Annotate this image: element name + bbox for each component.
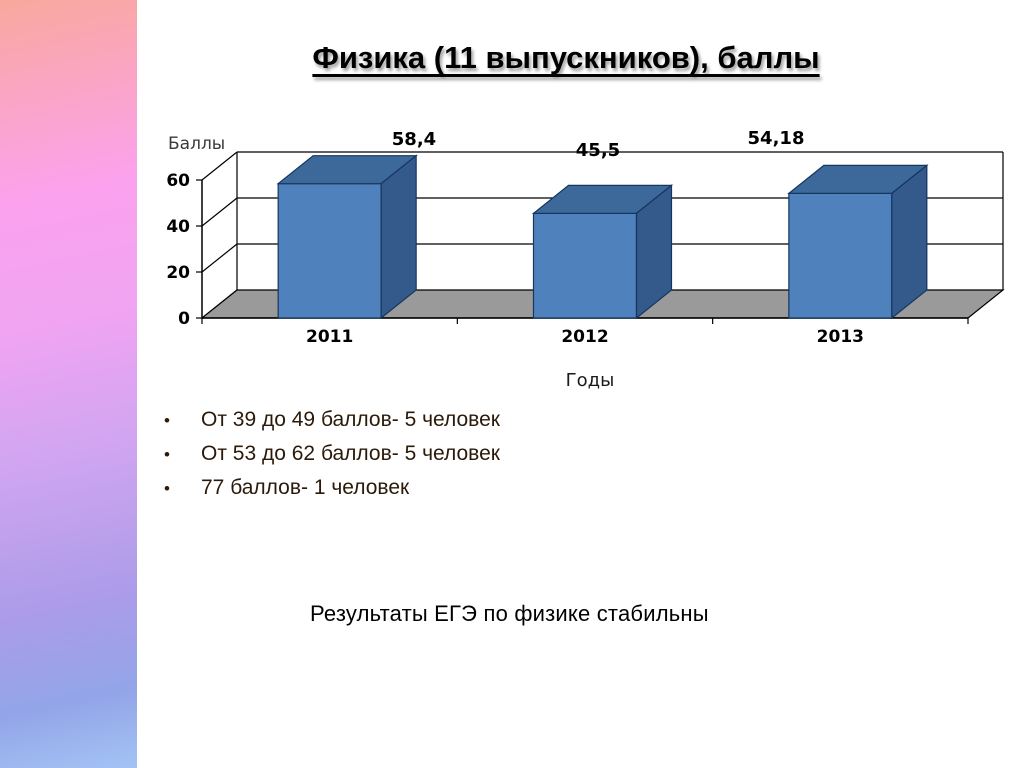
data-label: 58,4 — [392, 129, 436, 150]
bullet-marker-icon: • — [164, 411, 170, 430]
3d-bar-chart: 0 20 40 60 2011 58,4 2012 45,5 2013 54,18 Баллы Год… — [166, 128, 1005, 391]
bar-side-2012 — [635, 184, 673, 320]
bar-side-2011 — [380, 154, 417, 320]
y-tick-label: 60 — [166, 171, 190, 191]
y-tick-label: 40 — [166, 217, 190, 237]
conclusion-text: Результаты ЕГЭ по физике стабильны — [310, 601, 709, 626]
bar-front-2013 — [788, 192, 893, 319]
bullet-text: От 53 до 62 баллов- 5 человек — [201, 442, 500, 465]
x-axis-title: Годы — [566, 370, 615, 391]
bullet-item: • 77 баллов- 1 человек — [160, 471, 500, 505]
bullet-marker-icon: • — [164, 479, 170, 498]
left-wall-gridline — [201, 197, 238, 227]
category-label: 2011 — [306, 327, 353, 347]
y-tick-label: 20 — [166, 263, 190, 283]
y-axis-title: Баллы — [168, 134, 225, 154]
left-wall-gridline — [201, 243, 238, 273]
bullet-marker-icon: • — [164, 445, 170, 464]
bullet-item: • От 39 до 49 баллов- 5 человек — [160, 403, 500, 437]
left-wall-gridline — [201, 151, 238, 181]
bullet-list: • От 39 до 49 баллов- 5 человек • От 53 … — [160, 403, 500, 505]
bullet-text: От 39 до 49 баллов- 5 человек — [201, 408, 500, 431]
y-tick-label: 0 — [178, 309, 190, 329]
data-label: 45,5 — [576, 140, 620, 161]
category-label: 2013 — [817, 327, 864, 347]
bar-front-2011 — [277, 183, 382, 319]
bullet-item: • От 53 до 62 баллов- 5 человек — [160, 437, 500, 471]
bullet-text: 77 баллов- 1 человек — [201, 476, 410, 499]
bar-front-2012 — [532, 212, 638, 319]
category-label: 2012 — [561, 327, 608, 347]
slide-title: Физика (11 выпускников), баллы — [312, 40, 820, 75]
bar-side-2013 — [891, 164, 928, 320]
gradient-accent-strip — [0, 0, 137, 768]
data-label: 54,18 — [748, 128, 805, 149]
